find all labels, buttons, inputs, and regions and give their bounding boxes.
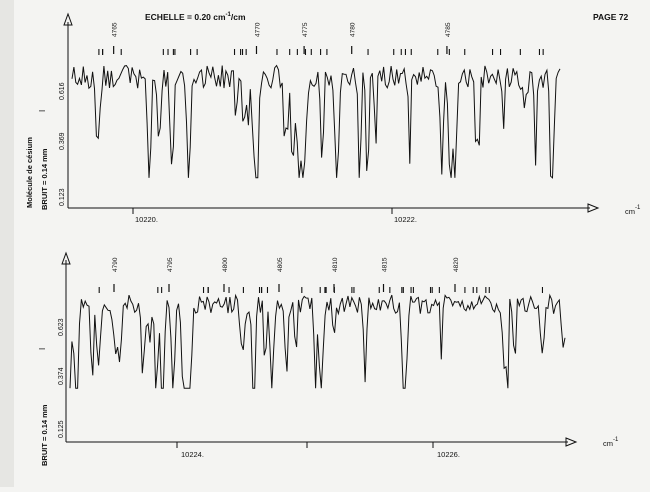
chart-2-xtick-label-1: 10224. [181,450,204,459]
chart-1-noise-label: BRUIT = 0.14 mm [40,148,49,210]
chart-1-xtick-label-2: 10222. [394,215,417,224]
line-number-label: 4780 [350,22,357,37]
page-number: PAGE 72 [593,12,629,22]
chart-1-x-arrow [587,203,600,213]
chart-1-ytick-low: 0.123 [59,188,66,206]
line-number-label: 4810 [332,257,339,272]
chart-1-ytick-high: 0.616 [59,82,66,100]
chart-1-xtick-label-1: 10220. [135,215,158,224]
chart-2-spectrum-trace [69,293,566,389]
line-number-label: 4765 [112,22,119,37]
chart-2-unit: cm-1 [603,437,619,448]
line-number-label: 4790 [112,257,119,272]
line-number-label: 4785 [445,22,452,37]
chart-2-xtick-label-2: 10226. [437,450,460,459]
line-number-label: 4800 [222,257,229,272]
chart-1-line-markers: 4765 4770 4775 4780 4785 [98,22,544,55]
chart-2-x-arrow [565,437,578,447]
chart-2: BRUIT = 0.14 mm 0.623 0.374 0.125 I 1022… [38,251,619,466]
line-number-label: 4805 [277,257,284,272]
line-number-label: 4795 [167,257,174,272]
chart-2-ytick-high: 0.623 [58,318,65,336]
chart-2-line-markers: 4790 4795 4800 4805 4810 4815 4820 [98,257,544,293]
chart-1-molecule-label: Molécule de césium [25,137,34,208]
chart-1-i-marker: I [38,110,47,112]
page-margin-shadow [0,0,14,487]
line-number-label: 4820 [453,257,460,272]
scale-label: ECHELLE = 0.20 cm-1/cm [145,12,246,22]
line-number-label: 4770 [254,22,261,37]
chart-2-y-arrow [61,251,71,265]
chart-1-ytick-mid: 0.369 [59,132,66,150]
chart-1-y-arrow [63,12,73,26]
chart-1-unit: cm-1 [625,205,641,216]
line-number-label: 4815 [382,257,389,272]
chart-2-noise-label: BRUIT = 0.14 mm [40,404,49,466]
chart-2-ytick-mid: 0.374 [58,367,65,385]
chart-1-spectrum-trace [71,64,561,179]
chart-2-ytick-low: 0.125 [58,420,65,438]
chart-1: Molécule de césium BRUIT = 0.14 mm 0.616… [25,12,641,224]
chart-2-i-marker: I [38,348,47,350]
line-number-label: 4775 [302,22,309,37]
